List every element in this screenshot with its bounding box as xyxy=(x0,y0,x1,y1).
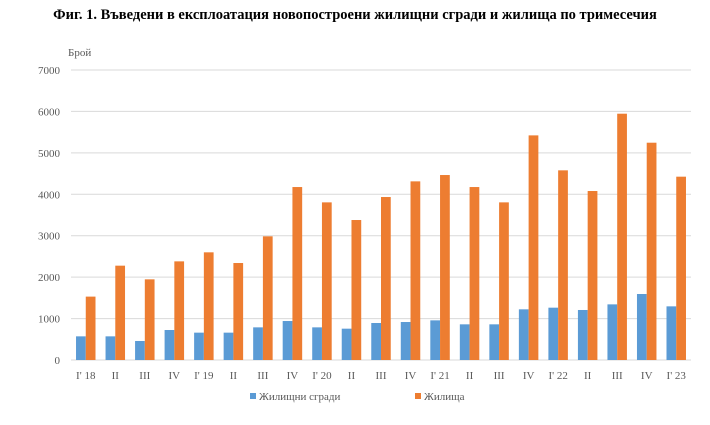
y-tick-label: 5000 xyxy=(38,148,61,160)
y-tick-label: 1000 xyxy=(38,314,61,326)
x-tick-label: IV xyxy=(287,370,299,382)
legend-label: Жилища xyxy=(424,391,465,403)
bar-buildings xyxy=(312,327,322,360)
bar-dwellings xyxy=(676,176,686,360)
bar-dwellings xyxy=(292,187,303,360)
bar-buildings xyxy=(76,336,86,360)
bar-buildings xyxy=(282,321,293,360)
x-tick-label: I' 22 xyxy=(548,370,567,382)
bar-buildings xyxy=(194,332,204,360)
x-tick-label: I' 23 xyxy=(667,370,687,382)
bar-dwellings xyxy=(558,170,568,360)
x-tick-label: III xyxy=(139,370,150,382)
bar-dwellings xyxy=(587,191,598,360)
bar-buildings xyxy=(489,324,500,360)
bar-dwellings xyxy=(381,197,391,360)
x-tick-label: II xyxy=(584,370,592,382)
x-tick-label: II xyxy=(466,370,474,382)
x-tick-label: II xyxy=(230,370,238,382)
bar-buildings xyxy=(164,330,175,360)
chart-title: Фиг. 1. Въведени в експлоатация новопост… xyxy=(53,7,657,23)
x-tick-label: I' 19 xyxy=(194,370,214,382)
bar-dwellings xyxy=(115,265,126,360)
bar-buildings xyxy=(135,340,145,360)
y-tick-label: 2000 xyxy=(38,272,61,284)
x-tick-label: III xyxy=(376,370,387,382)
bar-dwellings xyxy=(469,187,480,360)
bar-dwellings xyxy=(528,135,539,360)
x-tick-label: III xyxy=(494,370,505,382)
bar-dwellings xyxy=(440,175,450,360)
bar-dwellings xyxy=(174,261,185,360)
bar-buildings xyxy=(253,327,263,360)
y-tick-label: 7000 xyxy=(38,65,61,77)
bar-buildings xyxy=(518,309,529,360)
bar-buildings xyxy=(400,322,411,360)
legend-swatch xyxy=(250,393,256,399)
bar-buildings xyxy=(341,328,352,360)
bar-buildings xyxy=(577,309,588,360)
x-tick-label: II xyxy=(112,370,120,382)
bar-dwellings xyxy=(203,252,214,360)
y-tick-label: 3000 xyxy=(38,231,61,243)
bar-dwellings xyxy=(233,263,244,360)
x-tick-label: IV xyxy=(405,370,417,382)
y-tick-label: 0 xyxy=(55,355,61,367)
x-tick-label: IV xyxy=(523,370,535,382)
bar-buildings xyxy=(371,323,381,360)
y-tick-label: 6000 xyxy=(38,106,61,118)
bar-dwellings xyxy=(617,113,627,360)
x-tick-label: IV xyxy=(169,370,181,382)
bar-dwellings xyxy=(499,202,509,360)
bar-buildings xyxy=(607,304,618,360)
bar-buildings xyxy=(105,336,116,360)
bar-dwellings xyxy=(351,220,362,360)
x-tick-label: I' 21 xyxy=(430,370,449,382)
y-tick-label: 4000 xyxy=(38,189,61,201)
x-tick-label: III xyxy=(612,370,623,382)
x-tick-label: IV xyxy=(641,370,653,382)
bar-buildings xyxy=(666,306,677,360)
bar-buildings xyxy=(223,332,234,360)
bar-dwellings xyxy=(144,279,155,360)
bar-buildings xyxy=(636,294,647,360)
bar-dwellings xyxy=(646,142,657,360)
bar-dwellings xyxy=(85,296,96,360)
legend-swatch xyxy=(415,393,421,399)
x-tick-label: I' 18 xyxy=(76,370,96,382)
bar-buildings xyxy=(459,324,470,360)
bar-dwellings xyxy=(262,236,273,360)
bar-buildings xyxy=(430,320,441,360)
x-tick-label: III xyxy=(257,370,268,382)
bar-dwellings xyxy=(410,181,421,360)
legend-label: Жилищни сгради xyxy=(259,391,340,403)
x-tick-label: II xyxy=(348,370,356,382)
x-tick-label: I' 20 xyxy=(312,370,332,382)
bar-dwellings xyxy=(321,202,332,360)
y-axis-label: Брой xyxy=(68,47,91,59)
bar-buildings xyxy=(548,307,559,360)
